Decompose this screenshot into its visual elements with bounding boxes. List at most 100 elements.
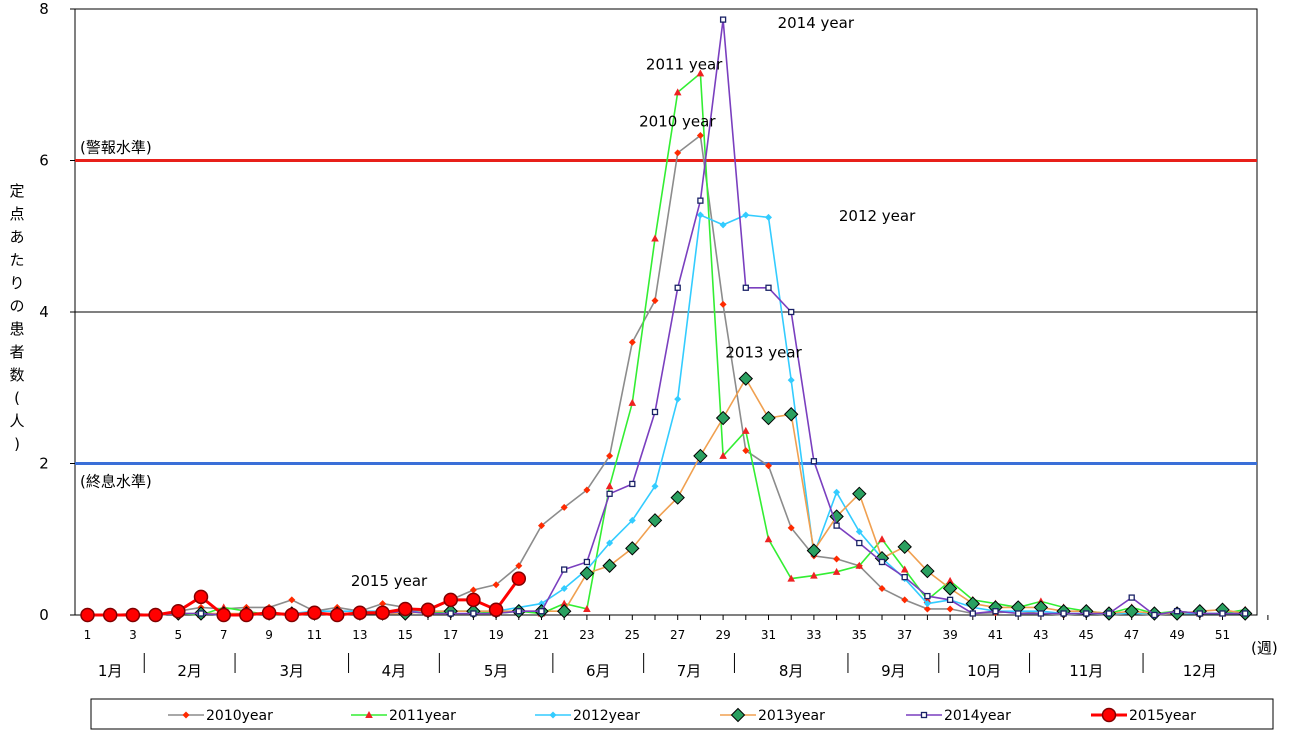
data-point bbox=[673, 88, 682, 96]
data-point bbox=[80, 607, 95, 623]
data-point bbox=[833, 522, 840, 529]
data-point bbox=[651, 408, 659, 416]
month-label: 6月 bbox=[586, 662, 611, 680]
y-axis-title: 定点あたりの患者数(人) bbox=[9, 182, 24, 453]
data-point bbox=[696, 211, 704, 219]
data-point bbox=[765, 213, 772, 221]
x-tick-label: 41 bbox=[988, 628, 1003, 642]
data-point bbox=[715, 410, 731, 426]
data-point bbox=[561, 566, 568, 573]
data-point bbox=[193, 589, 209, 605]
month-label: 5月 bbox=[484, 662, 509, 680]
data-point bbox=[628, 516, 636, 524]
month-label: 8月 bbox=[779, 662, 804, 680]
legend-label: 2013year bbox=[758, 708, 825, 724]
data-point bbox=[606, 452, 614, 460]
data-point bbox=[470, 610, 477, 617]
data-point bbox=[833, 555, 841, 563]
data-point bbox=[579, 566, 595, 581]
x-tick-label: 47 bbox=[1124, 628, 1139, 642]
series-annotation: 2015 year bbox=[351, 572, 428, 590]
x-tick-label: 11 bbox=[307, 628, 322, 642]
data-point bbox=[583, 486, 591, 494]
data-point bbox=[693, 448, 708, 464]
data-point bbox=[787, 376, 795, 384]
data-point bbox=[1105, 610, 1113, 617]
data-point bbox=[625, 541, 640, 556]
x-tick-label: 21 bbox=[534, 628, 549, 642]
data-point bbox=[651, 482, 659, 490]
data-point bbox=[352, 605, 368, 620]
data-point bbox=[764, 535, 773, 543]
month-label: 4月 bbox=[382, 662, 407, 680]
data-point bbox=[788, 308, 795, 316]
data-point bbox=[102, 607, 118, 623]
x-tick-label: 23 bbox=[579, 628, 594, 642]
data-point bbox=[443, 592, 458, 608]
data-point bbox=[1173, 608, 1181, 615]
legend-item: 2015year bbox=[1091, 707, 1196, 724]
legend-marker bbox=[730, 707, 746, 723]
data-point bbox=[765, 284, 772, 291]
data-point bbox=[261, 605, 277, 620]
data-point bbox=[651, 234, 659, 242]
x-tick-label: 29 bbox=[715, 628, 730, 642]
data-point bbox=[629, 480, 636, 488]
y-tick-label: 2 bbox=[39, 455, 49, 473]
data-point bbox=[923, 605, 931, 613]
data-point bbox=[674, 149, 682, 157]
data-point bbox=[1151, 611, 1158, 619]
x-tick-label: 35 bbox=[852, 628, 867, 642]
data-point bbox=[878, 535, 886, 543]
y-tick-label: 8 bbox=[39, 0, 49, 18]
data-point bbox=[810, 458, 818, 465]
data-point bbox=[810, 571, 818, 579]
data-point bbox=[946, 596, 954, 603]
data-point bbox=[674, 395, 682, 403]
data-point bbox=[511, 571, 527, 586]
x-tick-label: 1 bbox=[84, 628, 92, 642]
data-point bbox=[628, 398, 637, 406]
series-layer bbox=[80, 16, 1253, 623]
x-tick-label: 9 bbox=[265, 628, 273, 642]
data-point bbox=[1128, 594, 1135, 601]
data-point bbox=[606, 539, 614, 547]
data-point bbox=[375, 605, 390, 620]
y-tick-label: 6 bbox=[39, 152, 49, 170]
data-point bbox=[583, 558, 591, 566]
data-point bbox=[806, 543, 822, 558]
data-point bbox=[920, 563, 935, 579]
data-point bbox=[515, 608, 522, 615]
data-point bbox=[833, 488, 841, 496]
month-label: 3月 bbox=[280, 662, 305, 680]
legend-label: 2012year bbox=[573, 708, 640, 724]
y-axis: 0 2 4 6 8 bbox=[39, 0, 75, 624]
data-point bbox=[1037, 610, 1045, 617]
data-point bbox=[420, 602, 436, 617]
data-point bbox=[674, 284, 681, 291]
data-point bbox=[696, 69, 705, 77]
reference-lines: (警報水準) (終息水準) bbox=[75, 139, 1257, 491]
reference-line-label: (警報水準) bbox=[80, 139, 152, 157]
data-point bbox=[719, 451, 727, 459]
data-point bbox=[923, 600, 931, 608]
data-point bbox=[992, 608, 999, 615]
data-point bbox=[787, 574, 795, 582]
data-point bbox=[171, 603, 186, 619]
month-label: 11月 bbox=[1069, 662, 1103, 680]
x-tick-label: 13 bbox=[352, 628, 367, 642]
legend-label: 2011year bbox=[389, 708, 456, 724]
y-axis-label: 定点あたりの患者数(人) bbox=[9, 182, 24, 453]
data-point bbox=[738, 371, 754, 386]
data-point bbox=[1124, 604, 1139, 619]
data-point bbox=[329, 607, 345, 623]
data-point bbox=[515, 562, 523, 570]
x-tick-label: 15 bbox=[398, 628, 413, 642]
data-point bbox=[1060, 610, 1067, 617]
data-point bbox=[560, 503, 568, 511]
data-point bbox=[719, 221, 727, 229]
data-point bbox=[602, 558, 617, 573]
legend-marker bbox=[549, 711, 557, 719]
x-axis-unit: (週) bbox=[1251, 639, 1278, 657]
data-point bbox=[742, 426, 750, 434]
